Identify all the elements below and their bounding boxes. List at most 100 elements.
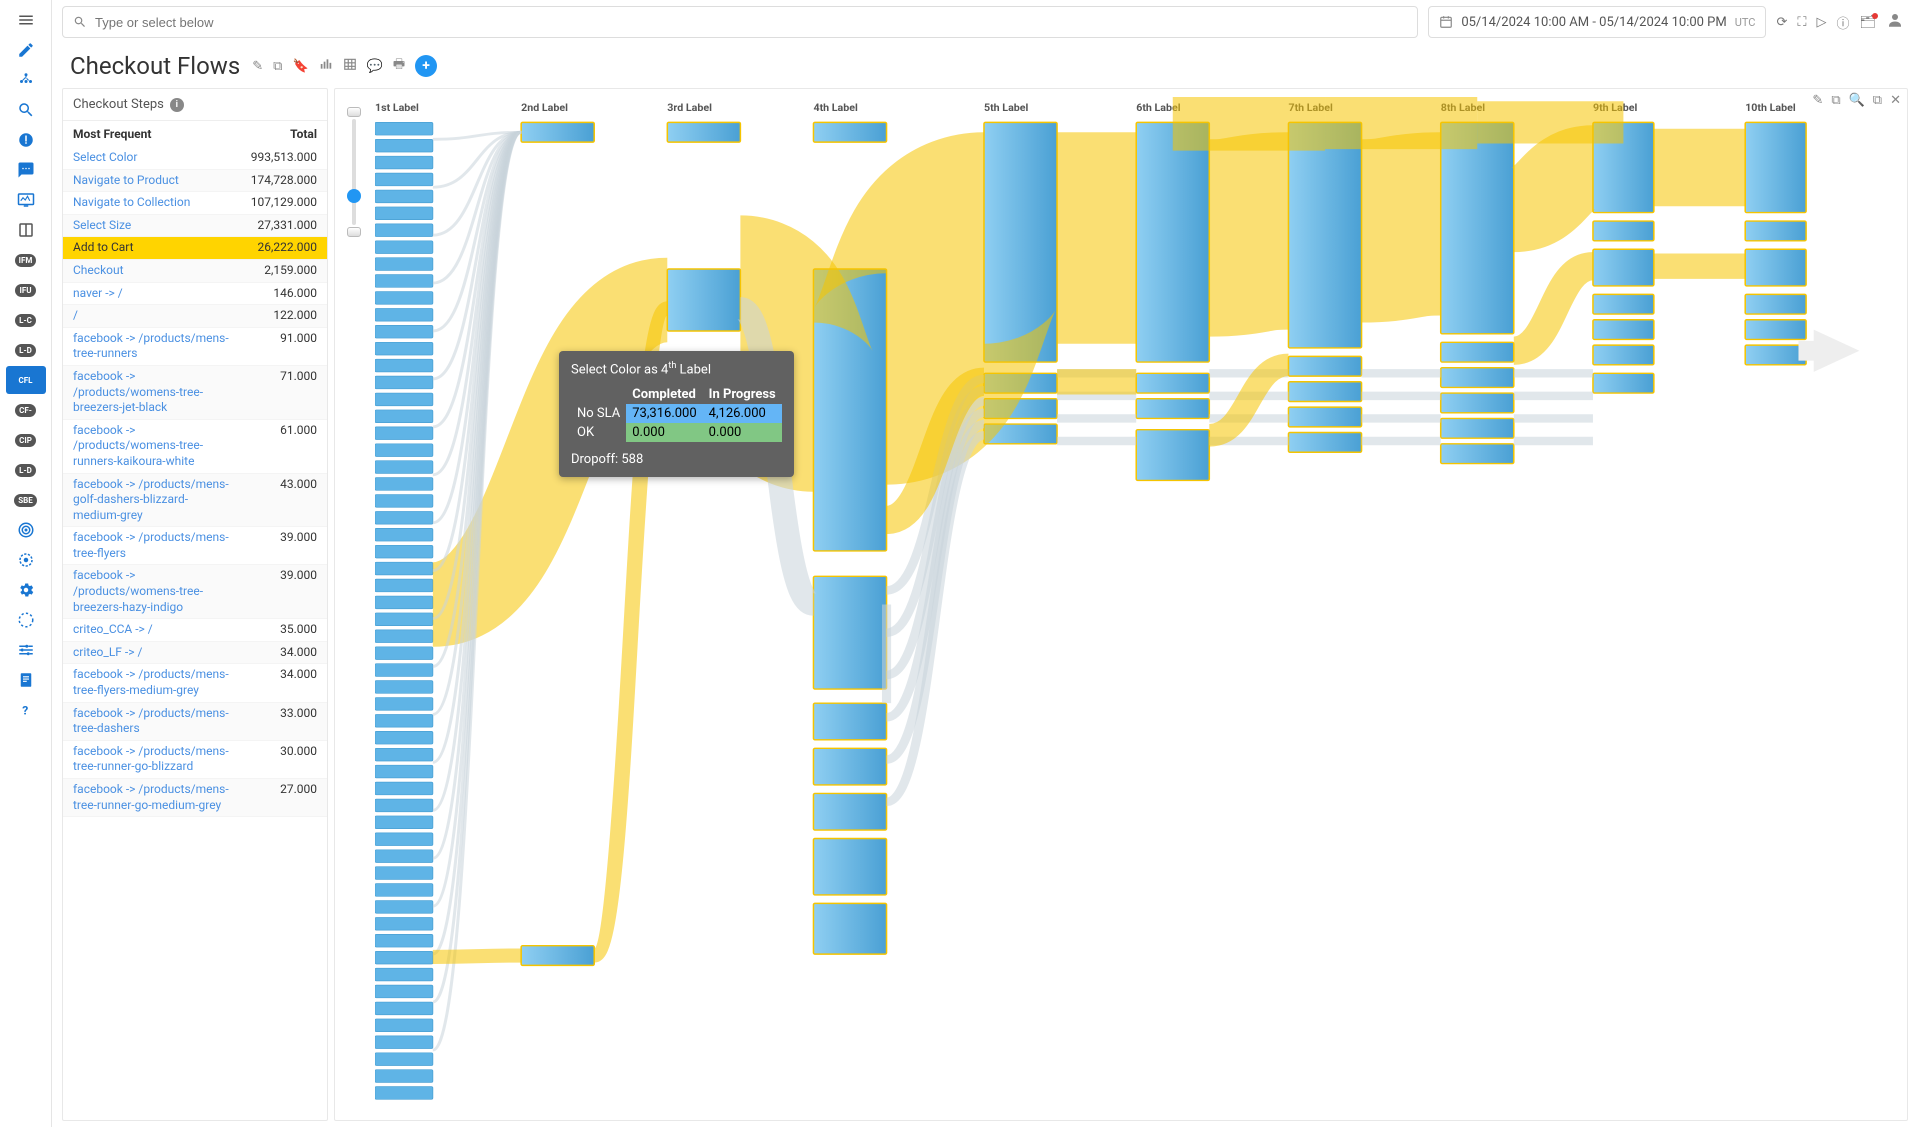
info-icon[interactable]: ⓘ: [1836, 13, 1849, 32]
freq-label[interactable]: facebook -> /products/mens-tree-runner-g…: [73, 782, 239, 813]
nav-badge-ifm[interactable]: IFM: [6, 246, 46, 274]
radar-icon[interactable]: [6, 516, 46, 544]
freq-label[interactable]: facebook -> /products/mens-golf-dashers-…: [73, 477, 239, 524]
copy-icon[interactable]: ⧉: [273, 59, 282, 74]
main: 05/14/2024 10:00 AM - 05/14/2024 10:00 P…: [52, 0, 1914, 1127]
freq-label[interactable]: Navigate to Collection: [73, 195, 239, 211]
pencil-icon[interactable]: ✎: [252, 59, 263, 74]
steps-panel-header: Checkout Steps i: [63, 89, 327, 121]
freq-label[interactable]: Add to Cart: [73, 240, 239, 256]
refresh-icon[interactable]: ⟳: [1776, 15, 1787, 30]
nav-badge-ld2[interactable]: L-D: [6, 456, 46, 484]
daterange-picker[interactable]: 05/14/2024 10:00 AM - 05/14/2024 10:00 P…: [1428, 6, 1766, 38]
nav-badge-ld[interactable]: L-D: [6, 336, 46, 364]
steps-panel-title: Checkout Steps: [73, 97, 164, 112]
title-row: Checkout Flows ✎ ⧉ 🔖 💬 🖶 +: [52, 44, 1914, 88]
freq-row[interactable]: facebook -> /products/womens-tree-runner…: [63, 420, 327, 474]
freq-row[interactable]: facebook -> /products/mens-tree-runners9…: [63, 328, 327, 366]
edit-icon[interactable]: [6, 36, 46, 64]
freq-total: 43.000: [239, 477, 317, 491]
sliders-icon[interactable]: [6, 636, 46, 664]
add-button[interactable]: +: [415, 55, 437, 77]
grid-icon[interactable]: [343, 57, 357, 75]
freq-row[interactable]: facebook -> /products/mens-tree-runner-g…: [63, 741, 327, 779]
nav-badge-ifu[interactable]: IFU: [6, 276, 46, 304]
freq-label[interactable]: facebook -> /products/womens-tree-breeze…: [73, 369, 239, 416]
freq-total: 2,159.000: [239, 263, 317, 277]
freq-row[interactable]: /122.000: [63, 305, 327, 328]
freq-label[interactable]: criteo_CCA -> /: [73, 622, 239, 638]
nav-badge-cip[interactable]: CIP: [6, 426, 46, 454]
freq-row[interactable]: Select Color993,513.000: [63, 147, 327, 170]
freq-total: 34.000: [239, 667, 317, 681]
freq-label[interactable]: facebook -> /products/mens-tree-dashers: [73, 706, 239, 737]
freq-label[interactable]: criteo_LF -> /: [73, 645, 239, 661]
freq-label[interactable]: /: [73, 308, 239, 324]
search-input[interactable]: [62, 6, 1418, 38]
sankey-tooltip: Select Color as 4th Label CompletedIn Pr…: [559, 351, 794, 477]
freq-row[interactable]: facebook -> /products/mens-tree-runner-g…: [63, 779, 327, 817]
search-field[interactable]: [95, 15, 1407, 30]
freq-row[interactable]: Navigate to Collection107,129.000: [63, 192, 327, 215]
gear-icon[interactable]: [6, 576, 46, 604]
monitor-icon[interactable]: [6, 186, 46, 214]
nav-badge-lc[interactable]: L-C: [6, 306, 46, 334]
freq-row[interactable]: criteo_CCA -> /35.000: [63, 619, 327, 642]
freq-label[interactable]: Navigate to Product: [73, 173, 239, 189]
freq-total: 27,331.000: [239, 218, 317, 232]
play-icon[interactable]: ▷: [1816, 15, 1826, 30]
freq-row[interactable]: facebook -> /products/mens-tree-dashers3…: [63, 703, 327, 741]
target-icon[interactable]: [6, 546, 46, 574]
freq-label[interactable]: facebook -> /products/mens-tree-runner-g…: [73, 744, 239, 775]
nav-badge-sbe[interactable]: SBE: [6, 486, 46, 514]
chart-icon[interactable]: [319, 57, 333, 75]
sankey-canvas[interactable]: 1st Label2nd Label3rd Label4th Label5th …: [335, 89, 1907, 1120]
freq-row[interactable]: Select Size27,331.000: [63, 215, 327, 238]
freq-label[interactable]: facebook -> /products/mens-tree-runners: [73, 331, 239, 362]
freq-row[interactable]: facebook -> /products/mens-tree-flyers39…: [63, 527, 327, 565]
freq-label[interactable]: Checkout: [73, 263, 239, 279]
ring-icon[interactable]: [6, 606, 46, 634]
chat-icon[interactable]: [6, 156, 46, 184]
freq-label[interactable]: facebook -> /products/mens-tree-flyers: [73, 530, 239, 561]
freq-total: 30.000: [239, 744, 317, 758]
freq-label[interactable]: facebook -> /products/mens-tree-flyers-m…: [73, 667, 239, 698]
freq-row[interactable]: facebook -> /products/mens-golf-dashers-…: [63, 474, 327, 528]
freq-total: 993,513.000: [239, 150, 317, 164]
freq-row[interactable]: facebook -> /products/mens-tree-flyers-m…: [63, 664, 327, 702]
nav-badge-cf[interactable]: CF-: [6, 396, 46, 424]
freq-rows: Select Color993,513.000Navigate to Produ…: [63, 147, 327, 1120]
docs-icon[interactable]: [6, 666, 46, 694]
search-icon[interactable]: [6, 96, 46, 124]
nav-badge-cfl[interactable]: CFL: [6, 366, 46, 394]
freq-label[interactable]: naver -> /: [73, 286, 239, 302]
freq-row[interactable]: naver -> /146.000: [63, 283, 327, 306]
freq-row[interactable]: facebook -> /products/womens-tree-breeze…: [63, 565, 327, 619]
book-icon[interactable]: [6, 216, 46, 244]
tree-icon[interactable]: [6, 66, 46, 94]
comment-icon[interactable]: 💬: [367, 59, 383, 74]
menu-icon[interactable]: [6, 6, 46, 34]
alert-icon[interactable]: [6, 126, 46, 154]
freq-label[interactable]: facebook -> /products/womens-tree-breeze…: [73, 568, 239, 615]
page-title: Checkout Flows: [70, 52, 240, 80]
freq-total: 35.000: [239, 622, 317, 636]
freq-row[interactable]: Checkout2,159.000: [63, 260, 327, 283]
info-icon[interactable]: i: [170, 98, 184, 112]
freq-row[interactable]: facebook -> /products/womens-tree-breeze…: [63, 366, 327, 420]
freq-total: 26,222.000: [239, 240, 317, 254]
user-icon[interactable]: [1886, 11, 1904, 33]
freq-row[interactable]: criteo_LF -> /34.000: [63, 642, 327, 665]
notify-icon[interactable]: 🗂: [1859, 15, 1876, 30]
freq-label[interactable]: Select Color: [73, 150, 239, 166]
svg-text:2nd Label: 2nd Label: [521, 101, 568, 113]
help-icon[interactable]: ?: [6, 696, 46, 724]
fullscreen-icon[interactable]: ⛶: [1797, 15, 1806, 30]
freq-row[interactable]: Navigate to Product174,728.000: [63, 170, 327, 193]
nav-rail: IFM IFU L-C L-D CFL CF- CIP L-D SBE ?: [0, 0, 52, 1127]
bookmark-icon[interactable]: 🔖: [292, 59, 308, 74]
freq-label[interactable]: Select Size: [73, 218, 239, 234]
print-icon[interactable]: 🖶: [393, 55, 405, 77]
freq-row[interactable]: Add to Cart26,222.000: [63, 237, 327, 260]
freq-label[interactable]: facebook -> /products/womens-tree-runner…: [73, 423, 239, 470]
